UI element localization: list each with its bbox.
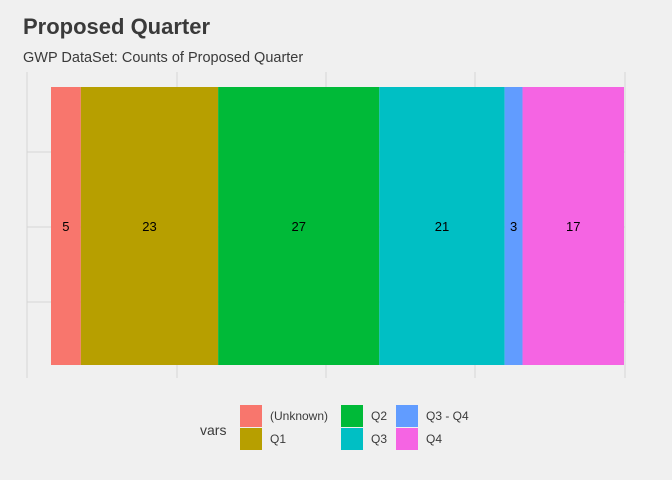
bar-segment [51, 87, 81, 365]
legend-key [240, 428, 262, 450]
data-label: 17 [566, 219, 580, 234]
data-label: 27 [291, 219, 305, 234]
data-label: 21 [435, 219, 449, 234]
legend: vars (Unknown) Q1 Q2 Q3 Q3 - Q4 Q4 [200, 405, 500, 453]
data-label: 3 [510, 219, 517, 234]
legend-label: (Unknown) [270, 409, 329, 423]
legend-key [396, 428, 418, 450]
bar-segment [522, 87, 624, 365]
legend-label: Q3 - Q4 [426, 409, 469, 423]
bar-segment [379, 87, 505, 365]
legend-label: Q3 [371, 432, 388, 446]
bar-segment [80, 87, 219, 365]
legend-key [341, 428, 363, 450]
data-label: 5 [62, 219, 69, 234]
chart-title: Proposed Quarter [23, 14, 211, 39]
legend-label: Q1 [270, 432, 287, 446]
chart-subtitle: GWP DataSet: Counts of Proposed Quarter [23, 50, 304, 66]
legend-title: vars [200, 422, 227, 438]
bar-segment [504, 87, 523, 365]
legend-key [396, 405, 418, 427]
legend-key [240, 405, 262, 427]
legend-label: Q4 [426, 432, 443, 446]
data-label: 23 [142, 219, 156, 234]
legend-key [341, 405, 363, 427]
bar-segment [218, 87, 380, 365]
legend-label: Q2 [371, 409, 388, 423]
